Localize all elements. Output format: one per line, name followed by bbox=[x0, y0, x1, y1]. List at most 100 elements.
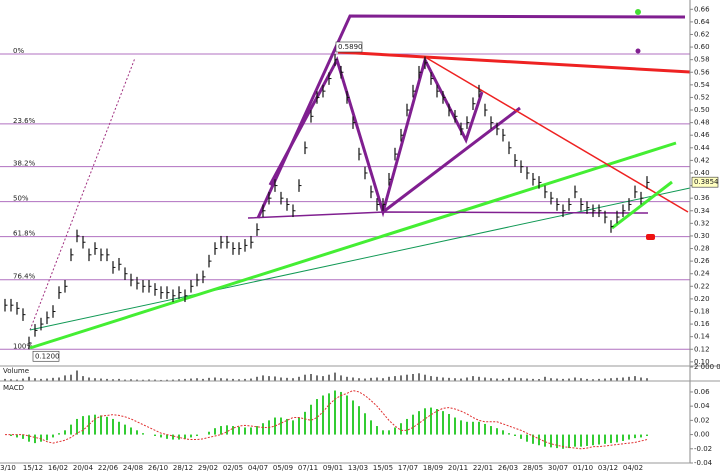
y-tick-label: 0.12 bbox=[694, 345, 710, 353]
y-tick-label: 0.16 bbox=[694, 320, 710, 328]
macd-bar bbox=[166, 434, 168, 439]
dotted-trend bbox=[29, 57, 136, 331]
y-tick-label: 0.20 bbox=[694, 295, 710, 303]
macd-bar bbox=[52, 434, 54, 438]
macd-bar bbox=[118, 421, 120, 435]
price-label-box bbox=[691, 176, 719, 188]
panel-title: Volume bbox=[3, 367, 29, 375]
macd-bar bbox=[196, 434, 198, 436]
macd-bar bbox=[508, 433, 510, 435]
macd-bar bbox=[142, 433, 144, 435]
macd-bar bbox=[400, 423, 402, 435]
macd-bar bbox=[238, 426, 240, 435]
macd-bar bbox=[34, 434, 36, 444]
macd-bar bbox=[388, 430, 390, 435]
macd-bar bbox=[430, 407, 432, 435]
x-tick-label: 15/05 bbox=[373, 464, 393, 472]
macd-bar bbox=[112, 418, 114, 435]
price-label: 0.5890 bbox=[338, 43, 363, 51]
y-tick-label: 0.36 bbox=[694, 194, 710, 202]
y-tick-label: 0.48 bbox=[694, 119, 710, 127]
y-tick-label: 0.58 bbox=[694, 56, 710, 64]
x-tick-label: 07/11 bbox=[298, 464, 318, 472]
macd-bar bbox=[250, 427, 252, 435]
x-tick-label: 22/06 bbox=[98, 464, 119, 472]
fib-label: 23.6% bbox=[13, 117, 36, 125]
x-tick-label: 17/07 bbox=[398, 464, 418, 472]
green-short bbox=[611, 180, 673, 230]
axis-background bbox=[690, 0, 720, 474]
macd-bar bbox=[556, 434, 558, 449]
fib-label: 50% bbox=[13, 195, 29, 203]
macd-bar bbox=[532, 434, 534, 444]
x-tick-label: 01/10 bbox=[573, 464, 593, 472]
y-tick-label: 0.64 bbox=[694, 18, 710, 26]
macd-bar bbox=[286, 418, 288, 435]
y-tick-label: 2 000 000 bbox=[694, 363, 720, 371]
y-tick-label: 0.04 bbox=[694, 402, 710, 410]
macd-bar bbox=[178, 434, 180, 440]
fib-label: 61.8% bbox=[13, 230, 36, 238]
macd-bar bbox=[316, 399, 318, 435]
macd-bar bbox=[82, 416, 84, 435]
macd-bar bbox=[298, 417, 300, 435]
x-tick-label: 29/02 bbox=[198, 464, 218, 472]
x-tick-label: 28/12 bbox=[173, 464, 193, 472]
macd-bar bbox=[442, 411, 444, 435]
macd-bar bbox=[70, 424, 72, 435]
macd-bar bbox=[190, 434, 192, 438]
macd-bar bbox=[376, 426, 378, 435]
macd-bar bbox=[574, 434, 576, 447]
x-tick-label: 05/09 bbox=[273, 464, 293, 472]
y-tick-label: 0.02 bbox=[694, 416, 710, 424]
macd-bar bbox=[496, 428, 498, 435]
macd-bar bbox=[16, 434, 18, 438]
macd-bar bbox=[214, 428, 216, 435]
x-tick-label: 09/01 bbox=[323, 464, 343, 472]
macd-bar bbox=[526, 434, 528, 442]
x-tick-label: 3/10 bbox=[0, 464, 16, 472]
macd-bar bbox=[94, 414, 96, 435]
macd-bar bbox=[100, 415, 102, 435]
macd-bar bbox=[370, 420, 372, 435]
y-tick-label: 0.42 bbox=[694, 156, 710, 164]
x-tick-label: 16/02 bbox=[48, 464, 68, 472]
x-tick-label: 26/03 bbox=[498, 464, 518, 472]
macd-bar bbox=[454, 417, 456, 435]
y-tick-label: 0.18 bbox=[694, 307, 710, 315]
y-tick-label: -0.02 bbox=[694, 445, 712, 453]
y-tick-label: 0.50 bbox=[694, 106, 710, 114]
macd-bar bbox=[562, 434, 564, 449]
macd-bar bbox=[448, 413, 450, 435]
macd-bar bbox=[124, 424, 126, 435]
macd-bar bbox=[184, 434, 186, 439]
macd-bar bbox=[412, 414, 414, 435]
macd-bar bbox=[262, 423, 264, 435]
x-tick-label: 13/03 bbox=[348, 464, 368, 472]
macd-bar bbox=[568, 434, 570, 449]
y-tick-label: 0.22 bbox=[694, 282, 710, 290]
signal-line bbox=[5, 389, 648, 450]
macd-bar bbox=[76, 418, 78, 435]
macd-bar bbox=[274, 417, 276, 435]
marker-icon bbox=[635, 9, 641, 15]
x-tick-label: 15/12 bbox=[23, 464, 43, 472]
x-tick-label: 24/08 bbox=[123, 464, 143, 472]
macd-bar bbox=[256, 426, 258, 435]
y-tick-label: 0.06 bbox=[694, 388, 710, 396]
green-trend bbox=[29, 141, 677, 350]
y-tick-label: 0.60 bbox=[694, 43, 710, 51]
macd-bar bbox=[220, 426, 222, 435]
y-tick-label: 0.00 bbox=[694, 431, 710, 439]
macd-bar bbox=[226, 425, 228, 435]
y-tick-label: -0.04 bbox=[694, 459, 713, 467]
macd-bar bbox=[58, 433, 60, 435]
y-tick-label: 0.40 bbox=[694, 169, 710, 177]
macd-bar bbox=[22, 434, 24, 439]
x-tick-label: 22/01 bbox=[473, 464, 493, 472]
fib-label: 76.4% bbox=[13, 273, 36, 281]
y-tick-label: 0.24 bbox=[694, 270, 710, 278]
purple-base bbox=[247, 211, 649, 219]
